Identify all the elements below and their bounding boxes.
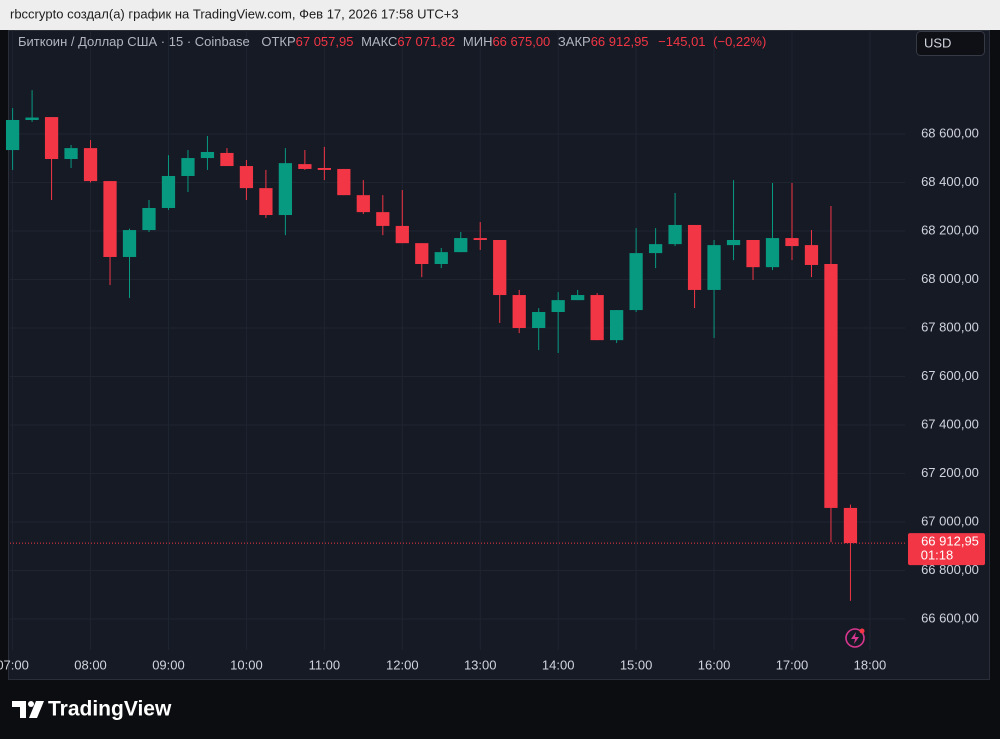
alert-icon[interactable] xyxy=(845,628,865,648)
candle-body xyxy=(804,245,819,265)
legend-low: 66 675,00 xyxy=(492,34,550,49)
candle-body xyxy=(181,158,195,176)
candle-body xyxy=(44,117,59,160)
candle-body xyxy=(668,224,682,245)
legend-change: −145,01 xyxy=(658,34,705,49)
y-tick-label: 66 600,00 xyxy=(921,610,979,625)
candle-body xyxy=(142,207,156,231)
candle-body xyxy=(512,295,526,329)
x-tick-label: 16:00 xyxy=(698,657,731,672)
candle-body xyxy=(83,148,98,182)
legend-close-name: ЗАКР xyxy=(558,34,591,49)
candle-body xyxy=(610,310,624,341)
y-tick-label: 66 800,00 xyxy=(921,562,979,577)
candle-body xyxy=(376,212,390,226)
x-tick-label: 09:00 xyxy=(152,657,185,672)
candle-body xyxy=(220,152,234,167)
y-tick-label: 67 600,00 xyxy=(921,368,979,383)
grid xyxy=(10,30,905,650)
legend-open-name: ОТКР xyxy=(261,34,295,49)
attribution-bar xyxy=(0,0,1000,30)
candle-body xyxy=(356,195,370,213)
candle-body xyxy=(590,295,604,341)
candle-body xyxy=(843,507,858,544)
y-tick-label: 68 400,00 xyxy=(921,174,979,189)
logo xyxy=(12,701,44,718)
candle-body xyxy=(415,243,429,265)
candle-body xyxy=(25,117,39,120)
candle-body xyxy=(707,245,721,290)
y-tick-label: 67 000,00 xyxy=(921,513,979,528)
y-tick-label: 67 400,00 xyxy=(921,416,979,431)
candle-body xyxy=(161,175,176,208)
candle-body xyxy=(493,239,507,296)
price-label: 66 912,95 xyxy=(921,534,979,549)
x-tick-label: 10:00 xyxy=(230,657,263,672)
currency[interactable]: USD xyxy=(924,35,951,50)
x-tick-label: 14:00 xyxy=(542,657,575,672)
legend-low-name: МИН xyxy=(463,34,493,49)
candle-body xyxy=(726,239,741,246)
legend-high: 67 071,82 xyxy=(397,34,455,49)
candle-body xyxy=(337,168,351,196)
x-tick-label: 18:00 xyxy=(854,657,887,672)
x-tick-label: 07:00 xyxy=(0,657,29,672)
candle-body xyxy=(200,151,215,159)
candle-body xyxy=(103,181,117,257)
chart-frame xyxy=(8,30,990,680)
legend-close: 66 912,95 xyxy=(591,34,649,49)
candle-body xyxy=(473,238,487,240)
currency-button[interactable] xyxy=(916,31,985,56)
x-tick-label: 11:00 xyxy=(309,657,341,672)
x-tick-label: 12:00 xyxy=(386,657,419,672)
y-tick-label: 68 200,00 xyxy=(921,222,979,237)
candle-body xyxy=(122,230,137,257)
x-tick-label: 15:00 xyxy=(620,657,653,672)
x-tick-label: 08:00 xyxy=(74,657,107,672)
legend: Биткоин / Доллар США · 15 · Coinbase ОТК… xyxy=(18,34,766,49)
symbol: Биткоин / Доллар США · 15 · Coinbase xyxy=(18,34,250,49)
candle-body xyxy=(785,238,799,247)
candle-body xyxy=(765,238,780,268)
y-tick-label: 68 000,00 xyxy=(921,271,979,286)
candle-body xyxy=(239,166,254,189)
x-tick-label: 17:00 xyxy=(776,657,809,672)
candle-body xyxy=(298,164,312,169)
candle-body xyxy=(434,252,448,265)
y-tick-label: 68 600,00 xyxy=(921,125,979,140)
candle-body xyxy=(317,167,331,170)
candle-body xyxy=(278,163,293,216)
price-label-box xyxy=(908,533,985,566)
brand: TradingView xyxy=(48,698,172,721)
legend-high-name: МАКС xyxy=(361,34,397,49)
candle-body xyxy=(824,264,838,508)
legend-change-percent: (−0,22%) xyxy=(713,34,766,49)
candle-body xyxy=(395,225,409,244)
x-tick-label: 13:00 xyxy=(464,657,497,672)
candle-body xyxy=(454,238,468,253)
candle-body xyxy=(687,224,702,290)
candle-body xyxy=(648,244,663,254)
candle-body xyxy=(629,253,643,311)
candle-body xyxy=(746,239,760,268)
candle-body xyxy=(551,300,565,313)
attribution: rbccrypto создал(а) график на TradingVie… xyxy=(10,6,459,21)
candle-body xyxy=(5,119,20,151)
y-tick-label: 67 800,00 xyxy=(921,319,979,334)
candle-body xyxy=(64,148,78,160)
candle-body xyxy=(259,188,273,216)
legend-open: 67 057,95 xyxy=(296,34,354,49)
candle-body xyxy=(532,312,546,329)
candle-body xyxy=(571,295,585,301)
countdown: 01:18 xyxy=(921,548,954,563)
candles xyxy=(5,90,858,601)
y-tick-label: 67 200,00 xyxy=(921,465,979,480)
